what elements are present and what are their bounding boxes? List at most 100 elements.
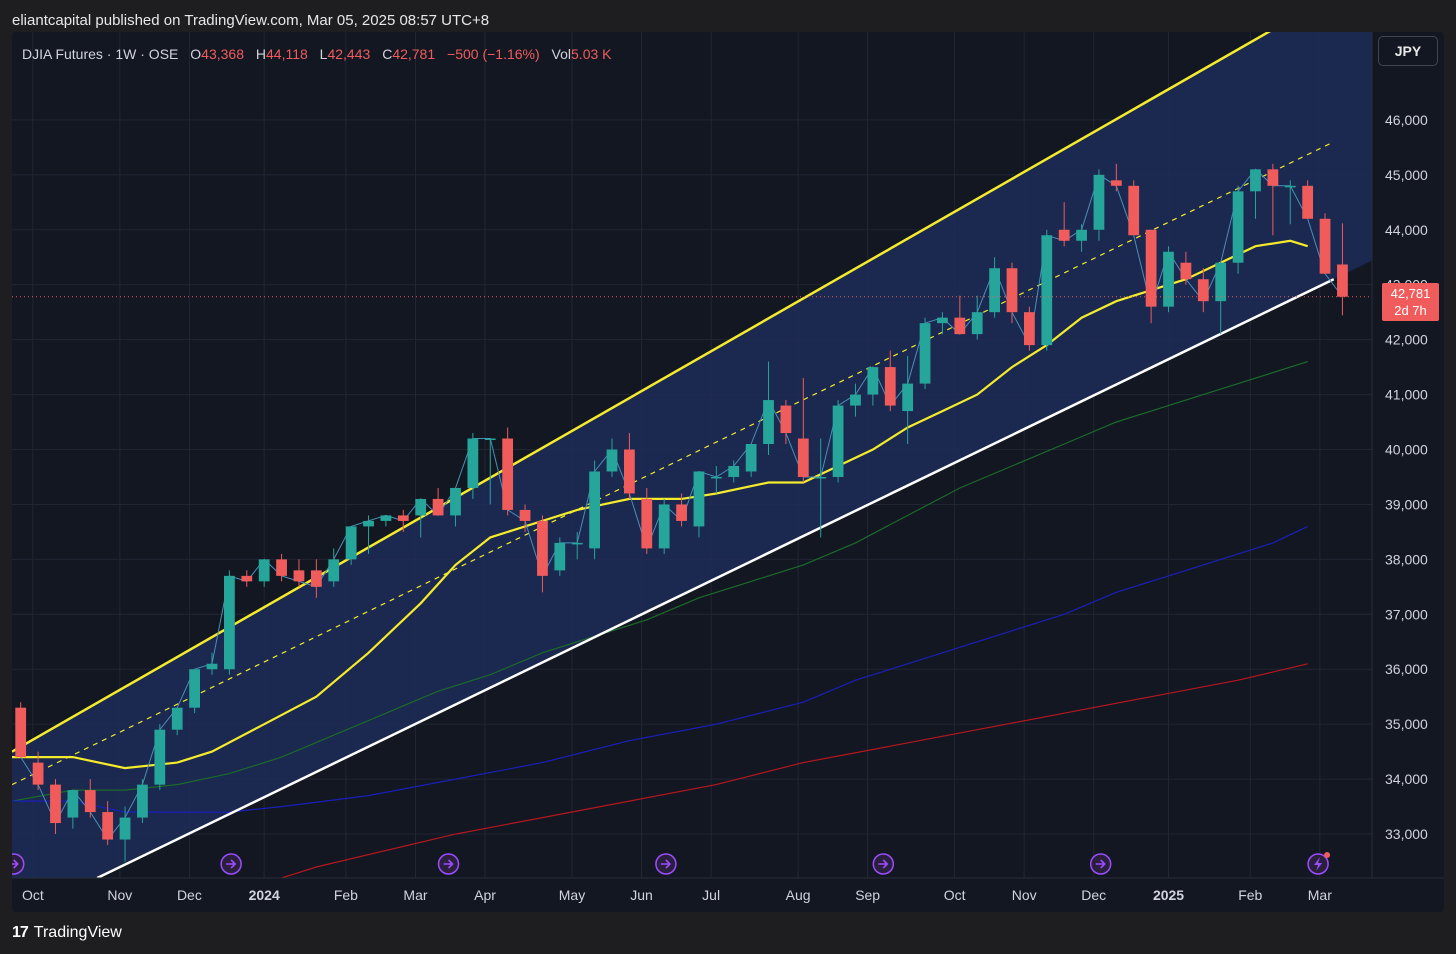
time-tick-label: Mar xyxy=(1308,887,1332,903)
candle xyxy=(1024,306,1035,351)
candle xyxy=(537,515,548,593)
candle xyxy=(15,702,27,758)
price-tick-label: 39,000 xyxy=(1385,496,1428,512)
candle xyxy=(415,498,427,538)
chart-svg[interactable]: 33,000 34,000 35,000 36,000 37,000 38,000 39,0… xyxy=(12,32,1444,912)
candle-body xyxy=(571,542,583,545)
candle xyxy=(1319,213,1331,274)
candle-body xyxy=(415,498,427,516)
candle-body xyxy=(467,438,479,488)
candle-body xyxy=(780,405,792,434)
candle xyxy=(1337,223,1348,316)
candle-body xyxy=(519,509,531,521)
candle xyxy=(345,526,357,565)
legend-volume-value: 5.03 K xyxy=(571,46,612,62)
publish-line: eliantcapital published on TradingView.c… xyxy=(12,12,490,29)
candle-body xyxy=(450,487,461,516)
event-marker-arrow xyxy=(443,859,454,869)
candle xyxy=(519,504,531,532)
candle xyxy=(1128,180,1140,236)
candle xyxy=(815,438,827,538)
candle-body xyxy=(1267,169,1279,186)
candle-body xyxy=(867,367,879,395)
candle-body xyxy=(710,476,722,479)
candle xyxy=(84,779,96,818)
candle-body xyxy=(15,707,27,758)
candle xyxy=(328,548,340,587)
candle xyxy=(1145,229,1157,324)
candle-body xyxy=(676,504,687,521)
candle xyxy=(554,537,566,576)
candle xyxy=(1093,169,1105,241)
candle xyxy=(850,383,861,417)
candle-body xyxy=(293,570,305,582)
candle xyxy=(363,515,374,554)
candle xyxy=(832,400,844,483)
event-marker-icon xyxy=(655,853,677,875)
candle xyxy=(641,487,653,554)
candle-body xyxy=(276,559,287,576)
event-marker-arrow xyxy=(12,859,19,869)
candle xyxy=(484,438,496,505)
chart-panel[interactable]: 33,000 34,000 35,000 36,000 37,000 38,000 39,0… xyxy=(12,32,1444,912)
time-tick-label: Mar xyxy=(403,887,427,903)
currency-button[interactable]: JPY xyxy=(1378,36,1438,66)
footer-branding[interactable]: 17 TradingView xyxy=(12,922,122,944)
candle xyxy=(258,559,270,587)
time-tick-label: Dec xyxy=(177,887,202,903)
channel-fill xyxy=(12,32,1372,878)
candle xyxy=(137,779,148,824)
price-tick-label: 40,000 xyxy=(1385,442,1428,458)
moving-average-line xyxy=(12,525,1308,813)
candle xyxy=(589,460,600,560)
candle xyxy=(571,531,583,560)
moving-average-line xyxy=(12,361,1308,802)
event-marker-icon xyxy=(12,853,25,875)
event-marker-icon xyxy=(220,853,242,875)
candles xyxy=(15,163,1348,862)
time-tick-label: Jun xyxy=(630,887,653,903)
candle xyxy=(989,257,1000,318)
candle-body xyxy=(502,438,514,510)
candle-body xyxy=(1337,264,1348,297)
candle-body xyxy=(937,317,948,324)
candle xyxy=(710,465,722,494)
candle-body xyxy=(119,817,131,840)
channel-mid-dashed-line xyxy=(12,141,1335,786)
candle-body xyxy=(884,367,896,406)
candle xyxy=(867,367,879,406)
candle-body xyxy=(171,707,183,730)
time-tick-label: 2025 xyxy=(1153,887,1184,903)
candle-body xyxy=(84,790,96,813)
candle xyxy=(919,317,931,390)
price-tick-label: 42,000 xyxy=(1385,332,1428,348)
time-tick-label: Jul xyxy=(702,887,720,903)
candle xyxy=(1041,229,1053,351)
candle-body xyxy=(380,515,392,521)
candle xyxy=(67,790,79,829)
candle xyxy=(971,295,983,340)
candle-body xyxy=(102,812,114,840)
candle-body xyxy=(797,438,809,477)
candle xyxy=(1076,224,1087,252)
candle-body xyxy=(50,784,61,824)
candle xyxy=(1232,185,1244,274)
candle-body xyxy=(624,449,635,494)
legend-close-label: C xyxy=(382,46,393,62)
candle-body xyxy=(989,268,1000,313)
candle-body xyxy=(954,317,966,335)
candle xyxy=(728,460,740,483)
candle-body xyxy=(310,570,322,587)
event-marker-icon xyxy=(872,853,895,875)
candle xyxy=(293,559,305,587)
candle xyxy=(937,312,948,335)
candle xyxy=(432,487,444,516)
candle-body xyxy=(693,471,705,527)
candle xyxy=(50,779,61,835)
candle-body xyxy=(1302,185,1314,219)
candle-body xyxy=(1041,235,1053,346)
candle-body xyxy=(1232,191,1244,263)
candle-body xyxy=(1284,185,1296,188)
candle xyxy=(1250,169,1261,219)
candle xyxy=(606,438,618,477)
